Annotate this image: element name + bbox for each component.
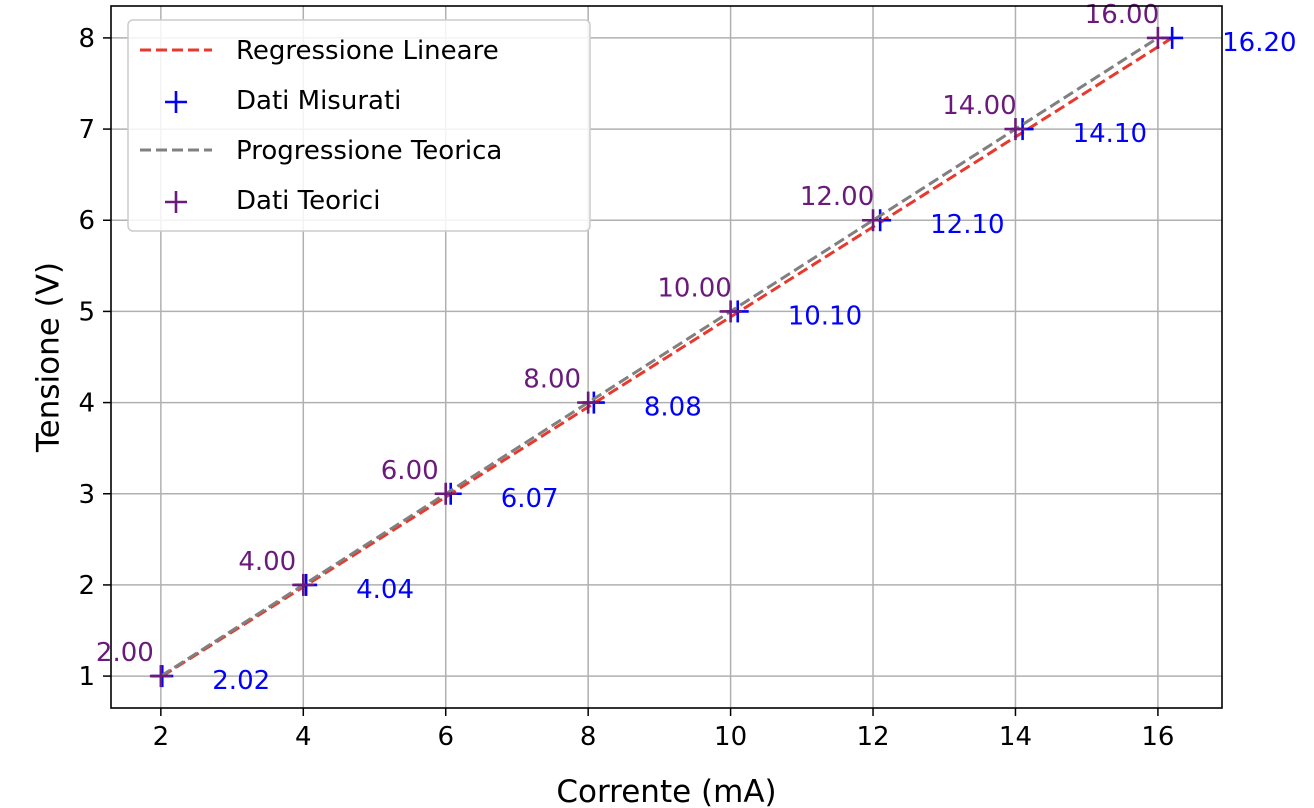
legend-entry-label: Dati Teorici: [236, 186, 380, 216]
theoretical-data-label: 14.00: [942, 91, 1016, 121]
measured-data-label: 16.20: [1222, 28, 1296, 58]
x-tick-label: 8: [580, 722, 597, 752]
theoretical-point: [1146, 26, 1169, 49]
measured-data-label: 2.02: [212, 666, 270, 696]
legend-entry-label: Dati Misurati: [236, 86, 401, 116]
measured-data-label: 6.07: [501, 484, 559, 514]
y-tick-label: 1: [78, 662, 95, 692]
measured-data-label: 12.10: [930, 210, 1004, 240]
theoretical-point: [292, 573, 315, 596]
y-tick-label: 5: [78, 297, 95, 327]
theoretical-point: [149, 665, 172, 688]
measured-data-label: 10.10: [788, 301, 862, 331]
legend: Regressione Lineare Dati Misurati Progress…: [127, 19, 591, 232]
legend-entry-label: Progressione Teorica: [236, 136, 502, 166]
legend-entry-label: Regressione Lineare: [236, 36, 499, 66]
theoretical-data-label: 8.00: [523, 365, 581, 395]
y-tick-label: 6: [78, 206, 95, 236]
x-tick-label: 14: [999, 722, 1032, 752]
measured-data-label: 14.10: [1073, 119, 1147, 149]
theoretical-point: [434, 482, 457, 505]
line-progressione-teorica: [160, 36, 1159, 678]
theoretical-data-label: 4.00: [238, 547, 296, 577]
theoretical-point: [1004, 118, 1027, 141]
x-axis-label: Corrente (mA): [556, 774, 776, 808]
x-tick-label: 4: [295, 722, 312, 752]
x-tick-label: 16: [1141, 722, 1174, 752]
grid: [111, 6, 1222, 708]
y-tick-label: 4: [78, 389, 95, 419]
legend-marker-handle: [165, 91, 187, 113]
line-regressione-lineare: [161, 36, 1173, 678]
plot-frame: [110, 5, 1223, 709]
legend-box: [127, 19, 591, 232]
x-tick-label: 2: [153, 722, 170, 752]
theoretical-data-label: 10.00: [657, 273, 731, 303]
legend-marker-handle: [165, 191, 187, 213]
theoretical-point: [719, 300, 742, 323]
theoretical-data-label: 16.00: [1085, 0, 1159, 30]
y-axis-label: Tensione (V): [31, 262, 67, 453]
x-tick-label: 6: [437, 722, 454, 752]
theoretical-data-label: 12.00: [800, 182, 874, 212]
y-tick-label: 3: [78, 480, 95, 510]
x-tick-label: 12: [856, 722, 889, 752]
measured-data-label: 8.08: [644, 393, 702, 423]
y-tick-label: 7: [78, 115, 95, 145]
measured-data-label: 4.04: [356, 575, 414, 605]
y-tick-label: 8: [78, 24, 95, 54]
x-tick-label: 10: [714, 722, 747, 752]
theoretical-data-label: 2.00: [96, 638, 154, 668]
theoretical-point: [862, 209, 885, 232]
plot-series: [149, 26, 1184, 688]
theoretical-point: [577, 391, 600, 414]
data-labels: 2.02 4.04 6.07 8.08 10.10 12.10 14.10 16.20 2.00…: [96, 0, 1297, 696]
y-tick-label: 2: [78, 571, 95, 601]
theoretical-data-label: 6.00: [381, 456, 439, 486]
